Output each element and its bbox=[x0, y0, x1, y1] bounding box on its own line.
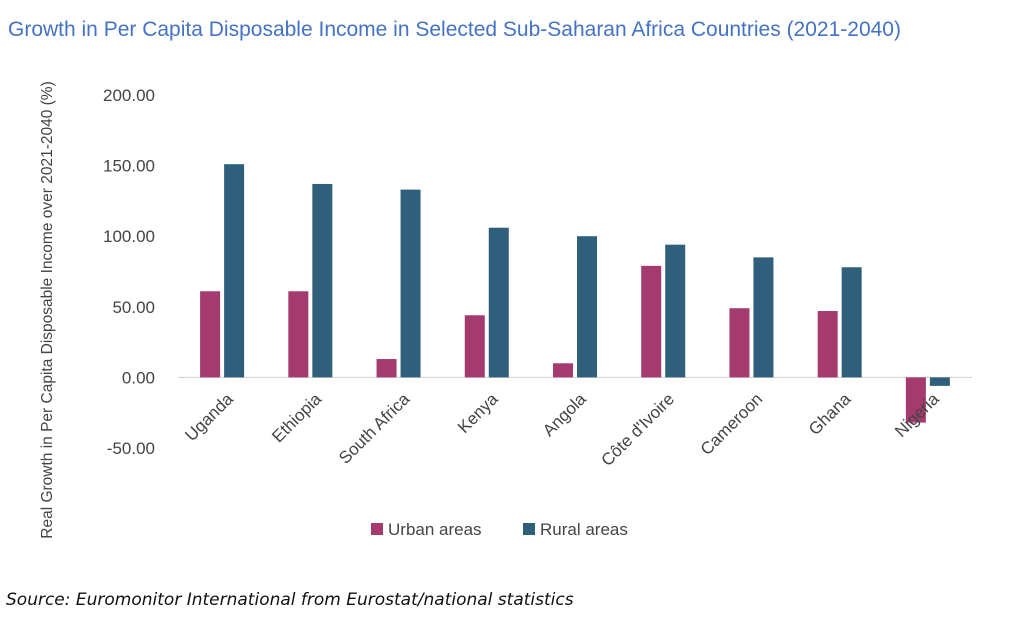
urban-bar bbox=[905, 377, 926, 423]
y-axis-ticks: 200.00 150.00 100.00 50.00 0.00 -50.00 bbox=[103, 86, 155, 458]
legend-swatch-urban bbox=[371, 523, 383, 535]
y-tick-label: -50.00 bbox=[107, 439, 155, 458]
legend-label-rural: Rural areas bbox=[540, 520, 628, 539]
urban-bar bbox=[376, 359, 397, 378]
source-note: Source: Euromonitor International from E… bbox=[6, 590, 574, 610]
urban-bar bbox=[288, 291, 309, 378]
x-axis-tick-labels: Uganda Ethiopia South Africa Kenya Angola Côt… bbox=[181, 389, 943, 470]
y-tick-label: 50.00 bbox=[112, 298, 155, 317]
legend-label-urban: Urban areas bbox=[388, 520, 482, 539]
legend: Urban areas Rural areas bbox=[371, 520, 628, 539]
bars bbox=[200, 164, 950, 423]
y-tick-label: 0.00 bbox=[122, 368, 155, 387]
rural-bar bbox=[665, 244, 686, 378]
rural-bar bbox=[577, 236, 597, 378]
rural-bar bbox=[488, 227, 509, 378]
rural-bar bbox=[929, 377, 950, 386]
urban-bar bbox=[200, 291, 221, 378]
x-tick-label: Kenya bbox=[454, 389, 502, 437]
y-tick-label: 100.00 bbox=[103, 227, 155, 246]
rural-bar bbox=[841, 267, 862, 378]
rural-bar bbox=[753, 257, 774, 378]
urban-bar bbox=[641, 265, 662, 378]
x-tick-label: Ghana bbox=[805, 389, 855, 439]
urban-bar bbox=[729, 308, 750, 378]
x-tick-label: Cameroon bbox=[697, 389, 767, 459]
rural-bar bbox=[224, 164, 245, 378]
rural-bar bbox=[400, 189, 421, 378]
x-tick-label: Côte d'Ivoire bbox=[598, 389, 679, 470]
x-tick-label: Uganda bbox=[181, 389, 237, 445]
y-tick-label: 200.00 bbox=[103, 86, 155, 105]
urban-bar bbox=[464, 315, 485, 378]
x-tick-label: South Africa bbox=[335, 389, 414, 468]
urban-bar bbox=[553, 363, 573, 378]
x-tick-label: Ethiopia bbox=[268, 389, 325, 446]
rural-bar bbox=[312, 183, 333, 378]
x-tick-label: Angola bbox=[539, 389, 590, 440]
legend-swatch-rural bbox=[523, 523, 535, 535]
y-axis-label: Real Growth in Per Capita Disposable Inc… bbox=[39, 81, 56, 538]
urban-bar bbox=[817, 311, 838, 378]
chart-title: Growth in Per Capita Disposable Income i… bbox=[8, 18, 901, 41]
y-tick-label: 150.00 bbox=[103, 157, 155, 176]
